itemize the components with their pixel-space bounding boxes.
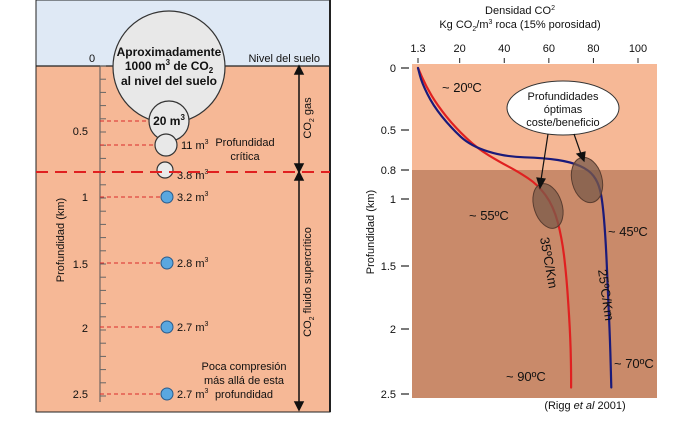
surface-bubble-line2: 1000 m3 de CO2 <box>125 58 214 75</box>
y-tick-label: 0.5 <box>381 125 396 137</box>
y-tick-label: 2 <box>390 324 396 336</box>
bubble-label: 3.8 m3 <box>177 169 209 182</box>
supercritical-phase-label: CO2 fluido supercrítico <box>302 227 316 337</box>
series-group <box>416 66 613 389</box>
x-tick-label: 100 <box>629 43 647 55</box>
depth-tick-label: 2.5 <box>73 389 88 401</box>
low-compression-line2: más allá de esta <box>204 375 285 387</box>
y-tick-label: 1 <box>390 194 396 206</box>
critical-depth-label-line1: Profundidad <box>215 137 274 149</box>
critical-depth-label-line2: crítica <box>230 151 260 163</box>
temp-annotation: ~ 90ºC <box>506 369 546 384</box>
series-line-35c-km <box>416 66 573 389</box>
bubble-label: 2.8 m3 <box>177 257 209 270</box>
callout-line2: óptimas <box>544 104 583 116</box>
surface-bubble-line3: al nivel del suelo <box>121 74 217 88</box>
bubble-3-2m3 <box>160 190 174 204</box>
y-tick-label: 2.5 <box>381 389 396 401</box>
bubble-3-8m3 <box>156 161 174 179</box>
low-compression-line1: Poca compresión <box>202 361 287 373</box>
right-panel: Densidad CO2 Kg CO2/m3 roca (15% porosid… <box>365 5 657 412</box>
x-tick-label: 40 <box>498 43 510 55</box>
citation: (Rigg et al 2001) <box>544 400 625 412</box>
temp-annotation: ~ 45ºC <box>608 224 648 239</box>
x-tick-label: 20 <box>454 43 466 55</box>
depth-tick-label: 1.5 <box>73 259 88 271</box>
gradient-label-25: 25ºC/Km <box>595 268 617 321</box>
bubble-label: 2.7 m3 <box>177 388 209 401</box>
right-title-line2: Kg CO2/m3 roca (15% porosidad) <box>439 19 600 33</box>
depth-tick-label: 1 <box>82 192 88 204</box>
y-tick-label: 1.5 <box>381 261 396 273</box>
callout-arrows <box>536 133 586 190</box>
x-axis-ticks: 1.3 20 40 60 80 100 <box>410 43 647 63</box>
phase-arrows <box>293 64 305 412</box>
callout-line3: coste/beneficio <box>526 117 599 129</box>
ruler-minor-ticks <box>100 65 106 397</box>
bubble-label: 3.2 m3 <box>177 191 209 204</box>
depth-zero-label: 0 <box>89 53 95 65</box>
right-title-line1: Densidad CO2 <box>485 5 555 17</box>
bubble-label: 2.7 m3 <box>177 321 209 334</box>
y-tick-label: 0 <box>390 63 396 75</box>
bubble-2-7m3 <box>160 320 174 334</box>
bubble-label: 20 m3 <box>153 113 185 128</box>
gas-phase-label: CO2 gas <box>302 97 316 139</box>
callout-line1: Profundidades <box>528 91 599 103</box>
optimal-depth-callout <box>506 80 620 136</box>
x-tick-label: 60 <box>543 43 555 55</box>
x-tick-label: 1.3 <box>410 43 425 55</box>
right-axis-label: Profundidad (km) <box>365 190 377 274</box>
depth-leaders <box>100 120 160 395</box>
ground-level-label: Nivel del suelo <box>248 53 320 65</box>
y-axis-ticks: 0 0.5 0.8 1 1.5 2 2.5 <box>381 63 409 401</box>
bubble-2-7m3-deep <box>160 387 174 401</box>
left-panel: Nivel del suelo 0 0.5 1 1.5 2 2.5 Profun… <box>35 0 331 413</box>
series-line-25c-km <box>416 66 613 389</box>
low-compression-line3: profundidad <box>215 389 273 401</box>
y-tick-label: 0.8 <box>381 165 396 177</box>
temp-annotation: ~ 55ºC <box>469 208 509 223</box>
bubble-2-8m3 <box>160 256 174 270</box>
temp-annotation: ~ 70ºC <box>614 356 654 371</box>
x-tick-label: 80 <box>587 43 599 55</box>
temp-annotation: ~ 20ºC <box>442 80 482 95</box>
surface-bubble-line1: Aproximadamente <box>117 45 222 59</box>
bubble-label: 11 m3 <box>181 139 209 152</box>
depth-tick-label: 0.5 <box>73 126 88 138</box>
depth-tick-label: 2 <box>82 323 88 335</box>
left-axis-label: Profundidad (km) <box>55 198 67 282</box>
bubble-11m3 <box>154 133 178 157</box>
